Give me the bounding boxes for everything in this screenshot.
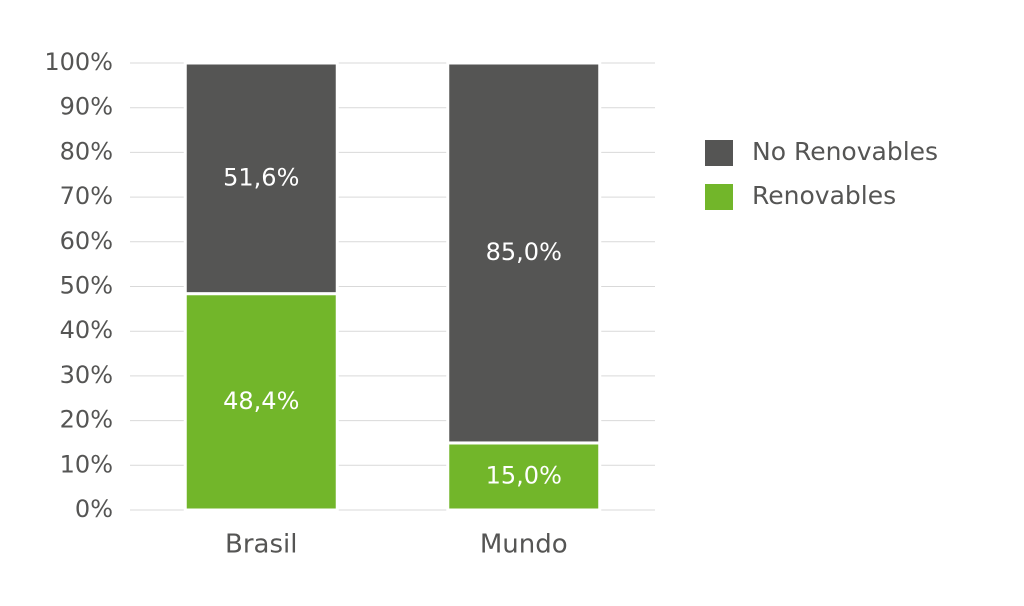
y-tick-label: 100%: [44, 48, 113, 76]
value-label: 15,0%: [486, 461, 562, 489]
bar-segment: [446, 441, 602, 512]
legend-swatch: [705, 184, 733, 210]
y-tick-label: 40%: [60, 316, 113, 344]
y-tick-label: 60%: [60, 227, 113, 255]
x-tick-label: Mundo: [480, 530, 568, 560]
legend-swatch: [705, 140, 733, 166]
legend-label: Renovables: [752, 181, 896, 210]
bar-segment: [183, 61, 339, 296]
y-tick-label: 80%: [60, 137, 113, 165]
y-tick-label: 30%: [60, 361, 113, 389]
y-tick-label: 10%: [60, 450, 113, 478]
bar-segment: [183, 292, 339, 512]
y-tick-label: 70%: [60, 182, 113, 210]
value-label: 85,0%: [486, 238, 562, 266]
legend-label: No Renovables: [752, 137, 938, 166]
bar-segment: [446, 61, 602, 445]
value-label: 48,4%: [223, 387, 299, 415]
x-tick-label: Brasil: [225, 530, 297, 560]
y-tick-label: 50%: [60, 272, 113, 300]
y-tick-label: 20%: [60, 406, 113, 434]
value-label: 51,6%: [223, 163, 299, 191]
y-tick-label: 90%: [60, 93, 113, 121]
y-tick-label: 0%: [75, 495, 113, 523]
